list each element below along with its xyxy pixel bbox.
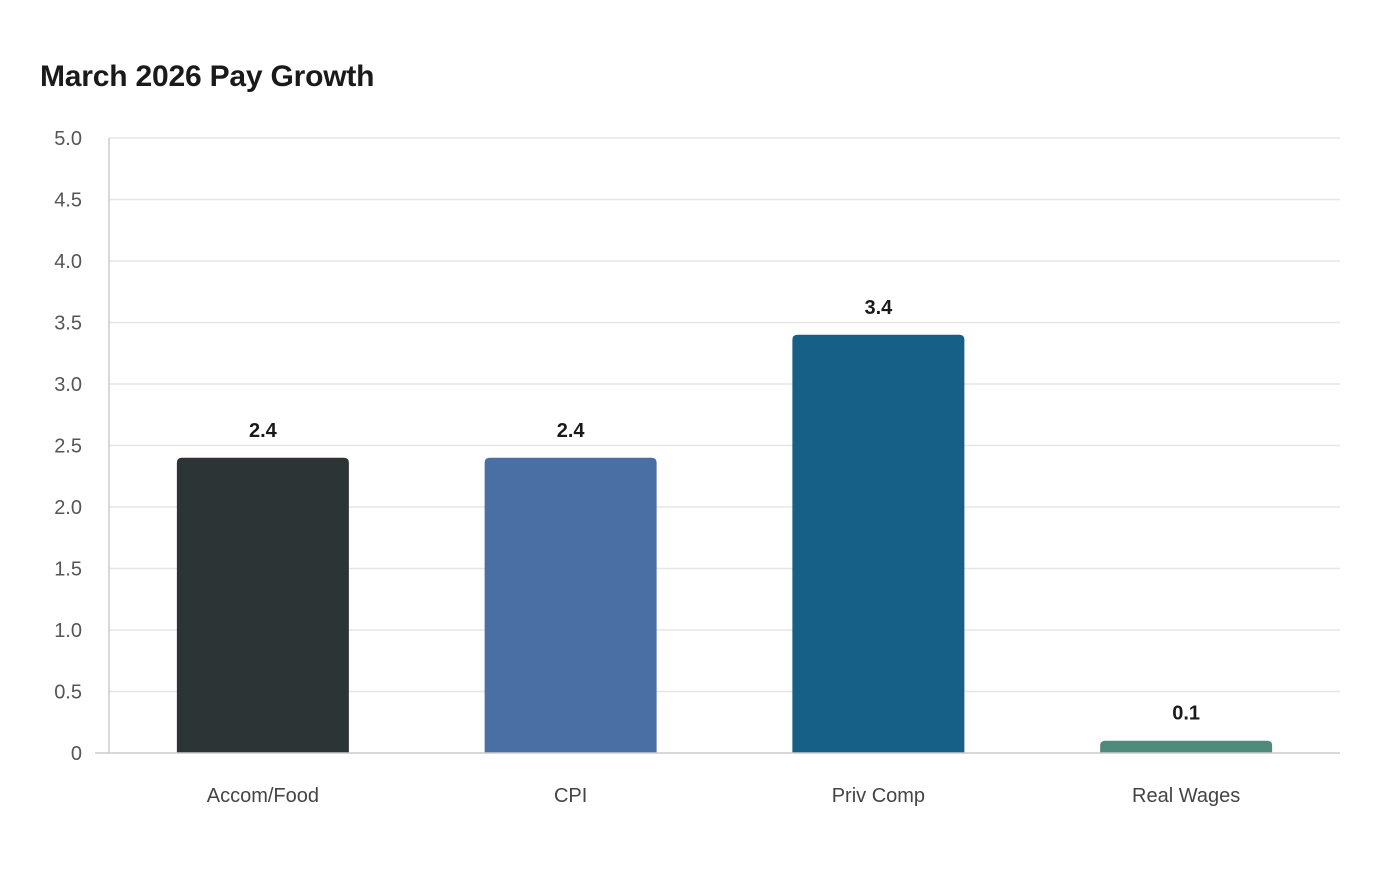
- data-labels: 2.4 2.4 3.4 0.1: [249, 297, 1200, 725]
- y-tick-label: 1.5: [54, 559, 82, 581]
- data-label: 0.1: [1172, 703, 1200, 725]
- bars: [176, 334, 1273, 753]
- data-label: 2.4: [249, 420, 278, 442]
- x-tick-label: Accom/Food: [207, 785, 319, 807]
- bar-real-wages: [1100, 740, 1273, 753]
- data-label: 2.4: [557, 420, 586, 442]
- data-label: 3.4: [864, 297, 893, 319]
- x-tick-label: Priv Comp: [832, 785, 925, 807]
- bar-priv-comp: [792, 334, 965, 753]
- y-axis-ticks: 0 0.5 1.0 1.5 2.0 2.5 3.0 3.5 4.0 4.5 5.0: [54, 128, 82, 765]
- y-tick-label: 0.5: [54, 682, 82, 704]
- y-tick-label: 3.0: [54, 374, 82, 396]
- chart-title: March 2026 Pay Growth: [40, 60, 375, 93]
- y-tick-label: 1.0: [54, 620, 82, 642]
- y-tick-label: 4.5: [54, 190, 82, 212]
- x-tick-label: Real Wages: [1132, 785, 1240, 807]
- y-tick-label: 4.0: [54, 251, 82, 273]
- y-tick-label: 5.0: [54, 128, 82, 150]
- bar-cpi: [484, 457, 657, 753]
- y-tick-label: 2.0: [54, 497, 82, 519]
- x-tick-label: CPI: [554, 785, 587, 807]
- y-tick-label: 3.5: [54, 313, 82, 335]
- y-tick-label: 0: [71, 743, 82, 765]
- x-axis-ticks: Accom/Food CPI Priv Comp Real Wages: [207, 785, 1240, 807]
- y-tick-label: 2.5: [54, 436, 82, 458]
- bar-accom-food: [176, 457, 349, 753]
